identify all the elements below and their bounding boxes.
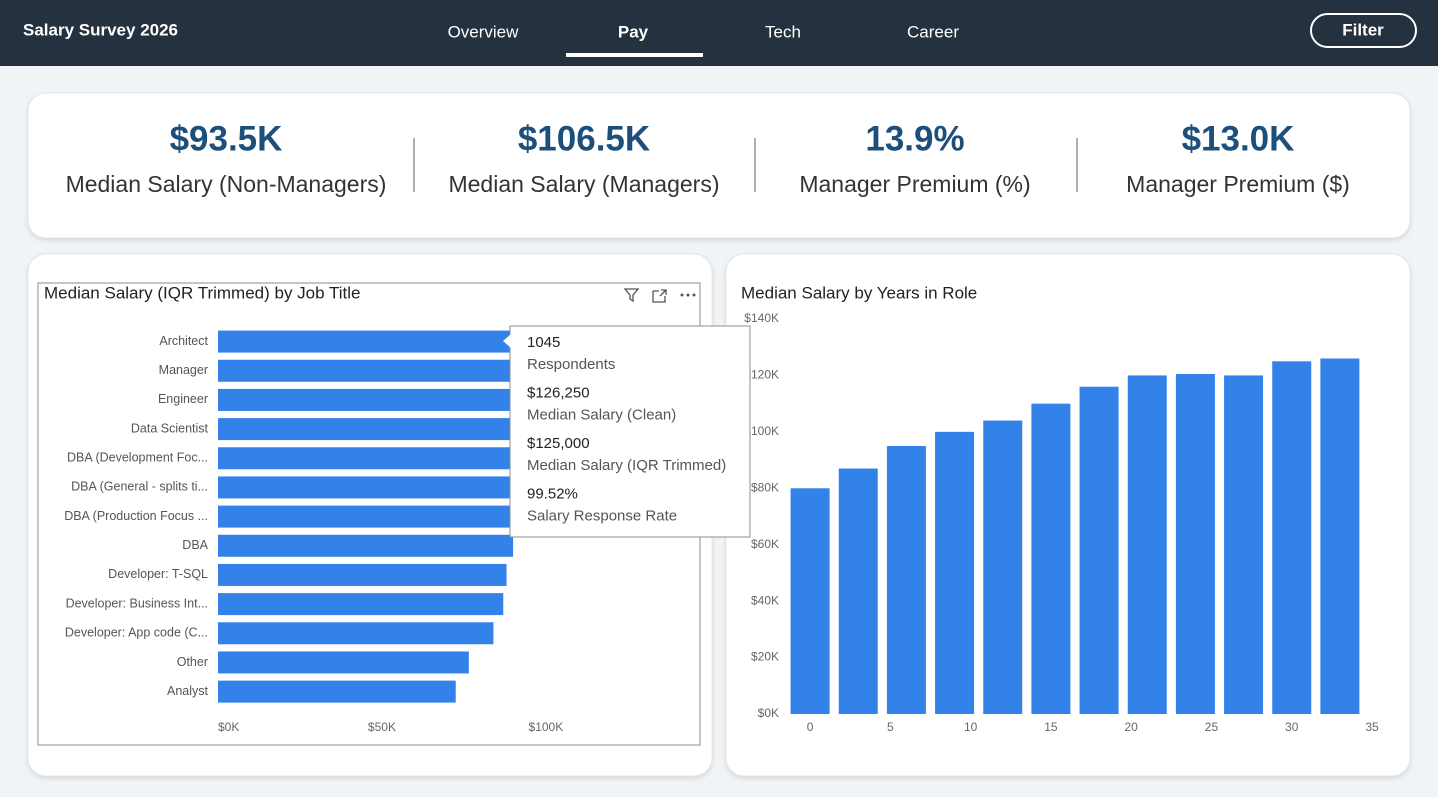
kpi-label: Median Salary (Managers)	[448, 171, 719, 197]
y-tick-label: $20K	[751, 650, 779, 664]
chart-title: Median Salary by Years in Role	[741, 283, 977, 302]
bar[interactable]	[218, 505, 523, 528]
header-bar	[0, 0, 1438, 66]
bar[interactable]	[218, 534, 514, 557]
y-tick-label: Developer: Business Int...	[66, 596, 208, 610]
y-tick-label: Developer: T-SQL	[108, 567, 208, 581]
y-tick-label: DBA (Production Focus ...	[64, 509, 208, 523]
bar[interactable]	[1272, 361, 1312, 714]
bar[interactable]	[838, 468, 878, 714]
kpi-label: Median Salary (Non-Managers)	[66, 171, 387, 197]
nav-tab[interactable]: Overview	[448, 22, 520, 41]
y-tick-label: $80K	[751, 480, 779, 494]
nav-underline	[566, 53, 703, 57]
x-tick-label: 35	[1365, 720, 1379, 734]
bar[interactable]	[886, 445, 926, 714]
tooltip-value: $126,250	[527, 384, 590, 401]
x-tick-label: $0K	[218, 720, 239, 734]
bar[interactable]	[218, 359, 579, 382]
bar[interactable]	[218, 680, 456, 703]
bar[interactable]	[1175, 374, 1215, 714]
y-tick-label: Other	[177, 655, 208, 669]
y-tick-label: Data Scientist	[131, 421, 209, 435]
bar[interactable]	[1079, 386, 1119, 714]
bar[interactable]	[1127, 375, 1167, 714]
x-tick-label: 30	[1285, 720, 1299, 734]
bar[interactable]	[218, 593, 504, 616]
bar[interactable]	[790, 488, 830, 714]
y-tick-label: Analyst	[167, 684, 209, 698]
tooltip-label: Respondents	[527, 356, 615, 373]
x-tick-label: 20	[1124, 720, 1138, 734]
y-tick-label: DBA (General - splits ti...	[71, 480, 208, 494]
kpi-card	[27, 92, 1411, 239]
bar[interactable]	[1320, 358, 1360, 715]
kpi-value: $13.0K	[1182, 119, 1295, 158]
filter-label[interactable]: Filter	[1342, 20, 1384, 39]
visual-icons	[623, 288, 667, 303]
kpi-value: $106.5K	[518, 119, 650, 158]
nav-tab[interactable]: Tech	[765, 22, 801, 41]
kpi-value: 13.9%	[865, 119, 964, 158]
nav-tab[interactable]: Pay	[618, 22, 649, 41]
chart-title: Median Salary (IQR Trimmed) by Job Title	[44, 283, 360, 302]
bar[interactable]	[218, 563, 507, 586]
bar[interactable]	[218, 651, 469, 674]
tooltip: 1045 Respondents $126,250 Median Salary (Cl…	[503, 325, 751, 538]
tooltip-value: 1045	[527, 334, 560, 351]
nav-tab[interactable]: Career	[907, 22, 959, 41]
bar[interactable]	[218, 388, 563, 411]
y-tick-label: $120K	[744, 368, 779, 382]
y-tick-label: Engineer	[158, 392, 208, 406]
y-tick-label: Manager	[159, 363, 208, 377]
bar[interactable]	[218, 476, 530, 499]
x-tick-label: 10	[964, 720, 978, 734]
bar[interactable]	[1031, 403, 1071, 714]
bar[interactable]	[983, 420, 1023, 714]
bar[interactable]	[218, 622, 494, 645]
y-tick-label: $0K	[758, 706, 779, 720]
filter-button[interactable]	[1310, 13, 1417, 48]
y-tick-label: $40K	[751, 593, 779, 607]
x-tick-label: $100K	[529, 720, 564, 734]
x-tick-label: 15	[1044, 720, 1058, 734]
tooltip-value: $125,000	[527, 435, 590, 452]
y-tick-label: Developer: App code (C...	[65, 626, 208, 640]
bar[interactable]	[218, 418, 553, 441]
bar[interactable]	[935, 431, 975, 714]
x-tick-label: 5	[887, 720, 894, 734]
y-tick-label: DBA	[182, 538, 208, 552]
y-tick-label: $60K	[751, 537, 779, 551]
filter-icon[interactable]	[623, 288, 640, 303]
x-tick-label: 25	[1205, 720, 1219, 734]
tooltip-label: Median Salary (IQR Trimmed)	[527, 457, 726, 474]
kpi-label: Manager Premium ($)	[1126, 171, 1350, 197]
x-tick-label: 0	[807, 720, 814, 734]
tooltip-pointer	[503, 334, 511, 348]
expand-icon[interactable]	[652, 289, 667, 303]
tooltip-label: Median Salary (Clean)	[527, 406, 676, 423]
more-icon[interactable]	[680, 293, 696, 297]
tooltip-label: Salary Response Rate	[527, 507, 677, 524]
kpi-label: Manager Premium (%)	[799, 171, 1030, 197]
y-tick-label: $100K	[744, 424, 779, 438]
tooltip-value: 99.52%	[527, 485, 578, 502]
bar[interactable]	[218, 447, 540, 470]
app-title: Salary Survey 2026	[23, 20, 178, 39]
kpi-value: $93.5K	[170, 119, 283, 158]
bar[interactable]	[1224, 375, 1264, 714]
y-tick-label: Architect	[159, 334, 208, 348]
x-tick-label: $50K	[368, 720, 396, 734]
y-tick-label: DBA (Development Foc...	[67, 451, 208, 465]
y-tick-label: $140K	[744, 311, 779, 325]
tooltip-box	[509, 325, 751, 538]
